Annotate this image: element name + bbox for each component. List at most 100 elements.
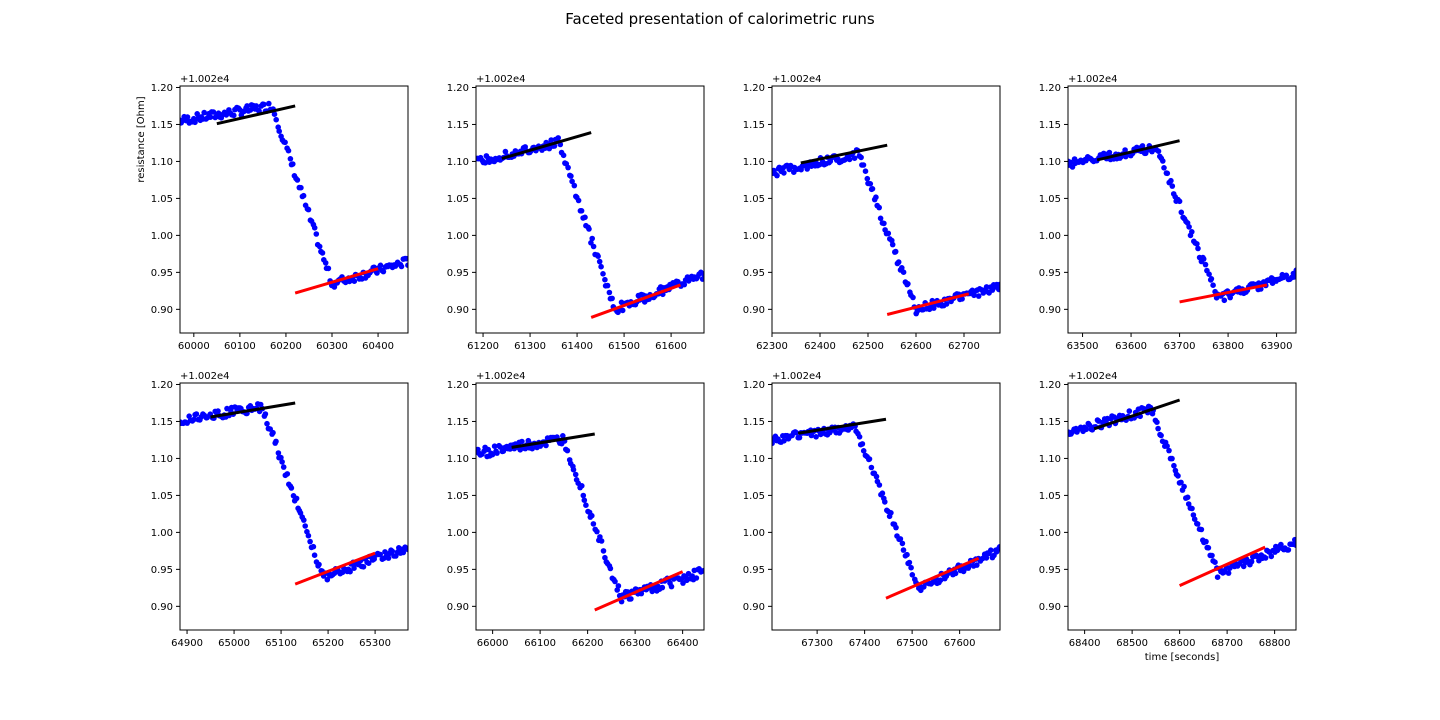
data-point [1068, 159, 1074, 166]
data-point [275, 450, 282, 456]
y-tick-label: 1.05 [1039, 194, 1061, 205]
y-tick-label: 1.00 [743, 528, 765, 539]
data-point [482, 160, 489, 166]
x-tick-label: 62700 [948, 341, 980, 352]
y-tick-label: 0.90 [447, 305, 469, 316]
data-point [555, 135, 561, 141]
y-tick-label: 1.05 [151, 491, 173, 502]
y-offset-text: +1.002e4 [772, 74, 822, 85]
data-point [859, 441, 866, 447]
data-point [900, 269, 907, 276]
data-point [1086, 422, 1093, 428]
data-points [476, 433, 704, 605]
data-point [305, 206, 312, 213]
y-offset-text: +1.002e4 [772, 371, 822, 382]
data-point [600, 271, 606, 277]
y-tick-label: 0.95 [743, 268, 765, 279]
data-point [905, 281, 911, 287]
data-points [180, 401, 408, 583]
y-tick-label: 1.15 [1039, 120, 1061, 131]
data-point [860, 448, 867, 454]
data-point [564, 447, 571, 454]
data-point [405, 546, 408, 553]
data-point [264, 420, 270, 427]
axes-frame [475, 85, 705, 334]
y-tick-label: 1.05 [1039, 491, 1061, 502]
data-point [1198, 526, 1205, 533]
data-point [382, 549, 388, 555]
data-point [996, 544, 1000, 550]
data-point [377, 551, 384, 558]
data-point [885, 230, 892, 237]
y-tick-label: 1.00 [1039, 231, 1061, 242]
data-point [879, 490, 886, 497]
data-point [1158, 432, 1164, 439]
data-point [846, 156, 853, 163]
data-points [1068, 143, 1296, 304]
y-tick-label: 1.10 [151, 454, 173, 465]
data-point [244, 103, 250, 109]
y-tick-label: 1.00 [447, 231, 469, 242]
x-tick-label: 66000 [477, 638, 509, 649]
data-point [681, 281, 688, 288]
axes-frame [771, 382, 1001, 631]
y-tick-label: 1.20 [1039, 380, 1061, 391]
y-tick-label: 1.15 [1039, 417, 1061, 428]
data-point [609, 295, 615, 302]
x-tick-label: 62600 [900, 341, 932, 352]
data-point [693, 575, 700, 581]
data-point [331, 570, 338, 577]
data-point [405, 262, 408, 268]
x-tick-label: 66300 [619, 638, 651, 649]
data-point [489, 451, 496, 458]
y-axis-label: resistance [Ohm] [136, 96, 147, 182]
data-point [1291, 274, 1296, 280]
data-point [565, 164, 571, 171]
data-point [607, 565, 614, 572]
data-point [892, 248, 899, 255]
data-point [1175, 473, 1181, 479]
data-point [210, 109, 217, 115]
data-point [910, 294, 916, 301]
data-point [602, 554, 608, 561]
post-fit-line [886, 292, 970, 316]
data-point [851, 155, 858, 161]
data-point [877, 215, 884, 222]
y-tick-label: 0.90 [447, 602, 469, 613]
data-point [282, 139, 288, 146]
pre-fit-line [501, 131, 592, 160]
data-point [1126, 408, 1133, 414]
data-point [701, 567, 704, 574]
y-tick-label: 0.90 [151, 305, 173, 316]
data-point [589, 235, 595, 242]
data-point [1194, 521, 1201, 527]
y-tick-label: 1.05 [447, 491, 469, 502]
data-point [781, 170, 787, 176]
y-tick-label: 1.10 [151, 157, 173, 168]
data-point [889, 241, 896, 248]
data-point [403, 255, 408, 262]
x-tick-label: 68800 [1259, 638, 1291, 649]
data-point [184, 114, 191, 120]
post-fit-line [885, 556, 980, 600]
data-point [873, 473, 880, 480]
y-tick-label: 1.10 [743, 157, 765, 168]
data-point [325, 265, 332, 272]
data-point [856, 434, 863, 440]
x-tick-label: 60000 [178, 341, 210, 352]
data-point [398, 263, 405, 270]
data-point [580, 492, 587, 499]
data-point [1191, 516, 1198, 522]
data-point [1155, 425, 1161, 432]
data-point [300, 192, 307, 199]
data-point [983, 284, 990, 290]
data-point [858, 154, 864, 161]
data-point [1166, 447, 1172, 454]
x-tick-label: 61400 [561, 341, 593, 352]
data-point [602, 276, 608, 283]
x-tick-label: 63900 [1261, 341, 1293, 352]
data-point [313, 231, 320, 237]
data-points [772, 147, 1000, 317]
y-tick-label: 0.95 [151, 565, 173, 576]
data-point [578, 208, 585, 214]
